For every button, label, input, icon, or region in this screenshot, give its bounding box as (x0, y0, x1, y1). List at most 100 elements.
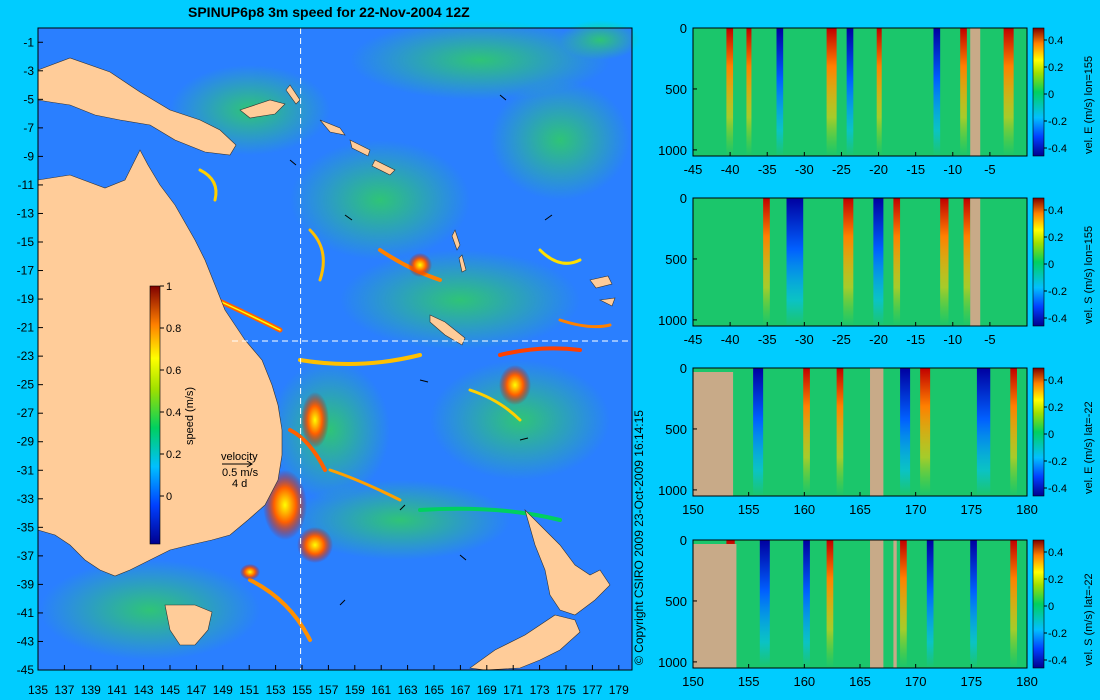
x-tick-label: 165 (849, 674, 871, 689)
lat-tick-label: -15 (17, 235, 35, 249)
x-tick-label: 150 (682, 674, 704, 689)
lon-tick-label: 155 (292, 683, 312, 697)
x-tick-label: -40 (721, 162, 740, 177)
x-tick-label: -30 (795, 332, 814, 347)
depth-tick-label: 0 (680, 21, 687, 36)
colorbar-tick-label: 0.6 (166, 365, 181, 377)
section-colorbar (1032, 27, 1045, 157)
colorbar-tick-label: 0.2 (166, 449, 181, 461)
section-plot-area[interactable] (693, 28, 1027, 156)
lon-tick-label: 179 (609, 683, 629, 697)
lon-tick-label: 175 (556, 683, 576, 697)
lat-tick-label: -13 (17, 206, 35, 220)
lat-tick-label: -23 (17, 349, 35, 363)
x-tick-label: 160 (793, 674, 815, 689)
x-tick-label: 165 (849, 502, 871, 517)
colorbar-tick-label: 0 (166, 491, 172, 503)
depth-tick-label: 1000 (658, 313, 687, 328)
new-guinea (37, 57, 237, 156)
lon-tick-label: 135 (28, 683, 48, 697)
lat-tick-label: -11 (18, 178, 35, 192)
velocity-arrows (289, 94, 553, 606)
depth-tick-label: 0 (680, 191, 687, 206)
section-colorbar-tick: 0.2 (1048, 232, 1063, 244)
lat-tick-label: -45 (17, 663, 35, 677)
lon-tick-label: 167 (450, 683, 470, 697)
section-colorbar-tick: 0 (1048, 89, 1054, 101)
lon-tick-label: 163 (398, 683, 418, 697)
section-panel-1: 0 500 1000 -45 -40 -35 -30 -25 -20 -15 -10 -5 0.4 0.2… (658, 21, 1095, 177)
section-plot-area[interactable] (693, 368, 1027, 496)
x-tick-label: -45 (684, 162, 703, 177)
x-tick-label: -25 (832, 332, 851, 347)
x-tick-label: -20 (869, 332, 888, 347)
x-tick-label: -20 (869, 162, 888, 177)
depth-tick-label: 500 (665, 594, 687, 609)
x-tick-label: -10 (943, 162, 962, 177)
lon-tick-label: 169 (477, 683, 497, 697)
lon-tick-label: 139 (81, 683, 101, 697)
x-tick-label: 175 (960, 502, 982, 517)
lon-tick-label: 137 (54, 683, 74, 697)
section-colorbar-tick: 0.4 (1048, 375, 1063, 387)
section-colorbar-tick: 0.4 (1048, 547, 1063, 559)
colorbar-tick-label: 0.8 (166, 323, 181, 335)
section-colorbar-tick: -0.4 (1048, 143, 1067, 155)
depth-tick-label: 0 (680, 533, 687, 548)
depth-tick-label: 500 (665, 422, 687, 437)
section-colorbar (1032, 197, 1045, 327)
x-tick-label: -35 (758, 332, 777, 347)
lon-tick-label: 177 (582, 683, 602, 697)
section-colorbar-tick: -0.4 (1048, 655, 1067, 667)
x-tick-label: 160 (793, 502, 815, 517)
x-tick-label: 155 (738, 502, 760, 517)
section-plot-area[interactable] (693, 540, 1027, 668)
section-colorbar-tick: 0.4 (1048, 35, 1063, 47)
lon-tick-label: 147 (186, 683, 206, 697)
lat-tick-label: -3 (23, 64, 34, 78)
x-tick-label: -40 (721, 332, 740, 347)
colorbar-label: speed (m/s) (184, 387, 196, 445)
lat-tick-label: -21 (17, 321, 35, 335)
lat-tick-label: -29 (17, 435, 35, 449)
section-colorbar-tick: 0.2 (1048, 402, 1063, 414)
new-caledonia (429, 314, 466, 346)
x-tick-label: -30 (795, 162, 814, 177)
section-colorbar-tick: 0.4 (1048, 205, 1063, 217)
lon-tick-label: 153 (266, 683, 286, 697)
section-panels: 0 500 1000 -45 -40 -35 -30 -25 -20 -15 -10 -5 0.4 0.2… (658, 21, 1095, 689)
new-zealand-south (469, 614, 581, 671)
lon-tick-label: 171 (503, 683, 523, 697)
section-label: vel. S (m/s) lat=-22 (1083, 573, 1095, 666)
vanuatu (451, 229, 467, 273)
depth-tick-label: 1000 (658, 143, 687, 158)
lon-tick-label: 151 (239, 683, 259, 697)
x-tick-label: -5 (984, 332, 996, 347)
section-colorbar-tick: 0 (1048, 429, 1054, 441)
x-tick-label: -10 (943, 332, 962, 347)
x-tick-label: -5 (984, 162, 996, 177)
lon-tick-label: 141 (107, 683, 127, 697)
speed-map[interactable]: 1 0.8 0.6 0.4 0.2 0 speed (m/s) velocity 0.5 … (0, 0, 640, 700)
section-panel-3: 0 500 1000 150 155 160 165 170 175 180 0.4 0.2 0 -0.2… (658, 361, 1095, 517)
velocity-key-duration: 4 d (232, 478, 247, 490)
depth-tick-label: 0 (680, 361, 687, 376)
x-tick-label: 150 (682, 502, 704, 517)
lon-tick-label: 143 (134, 683, 154, 697)
lat-tick-label: -17 (17, 264, 35, 278)
section-colorbar-tick: -0.4 (1048, 313, 1067, 325)
velocity-key: velocity 0.5 m/s 4 d (221, 451, 259, 490)
x-tick-label: -45 (684, 332, 703, 347)
lat-tick-label: -35 (17, 520, 35, 534)
x-tick-label: 175 (960, 674, 982, 689)
x-tick-label: 170 (905, 674, 927, 689)
x-tick-label: -15 (906, 332, 925, 347)
section-colorbar-tick: -0.2 (1048, 116, 1067, 128)
section-plot-area[interactable] (693, 198, 1027, 326)
lat-tick-label: -7 (23, 121, 34, 135)
lat-tick-label: -31 (17, 463, 35, 477)
lat-tick-label: -1 (23, 35, 34, 49)
lat-tick-label: -37 (17, 549, 35, 563)
lat-tick-label: -41 (17, 606, 35, 620)
section-panel-2: 0 500 1000 -45 -40 -35 -30 -25 -20 -15 -10 -5 0.4 0.2… (658, 191, 1095, 347)
